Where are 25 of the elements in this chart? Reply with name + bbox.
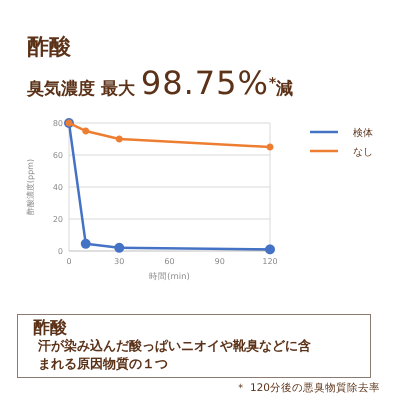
x-tick-label: 90	[214, 257, 225, 266]
y-tick-label: 40	[52, 183, 63, 192]
point	[265, 244, 275, 254]
point	[116, 136, 123, 142]
text: 汗が染み込んだ酸っぱいニオイや靴臭などに含まれる原因物質の１つ	[38, 338, 312, 374]
x-tick-label: 120	[262, 257, 278, 266]
chart-title: 酢酸	[27, 34, 71, 62]
point	[266, 144, 274, 150]
point	[82, 128, 90, 134]
y-tick-label: 60	[52, 151, 63, 160]
y-tick-label: 0	[58, 247, 63, 256]
y-tick-label: 80	[52, 119, 63, 128]
y-tick-label: 20	[52, 215, 63, 224]
point	[114, 242, 124, 253]
text: 酢酸	[33, 317, 67, 338]
y-axis-title: 酢酸濃度(ppm)	[26, 158, 35, 216]
x-tick-label: 30	[114, 257, 124, 266]
point	[80, 238, 91, 249]
legend-label: なし	[353, 147, 373, 158]
x-tick-label: 0	[66, 257, 72, 266]
x-axis-title: 時間(min)	[149, 271, 190, 282]
text: ＊ 120分後の悪臭物質除去率	[236, 381, 380, 395]
chart-subtitle: 臭気濃度 最大 98.75%$^{*}$減	[27, 64, 294, 102]
legend-label: 検体	[353, 127, 373, 139]
x-tick-label: 60	[164, 257, 175, 266]
